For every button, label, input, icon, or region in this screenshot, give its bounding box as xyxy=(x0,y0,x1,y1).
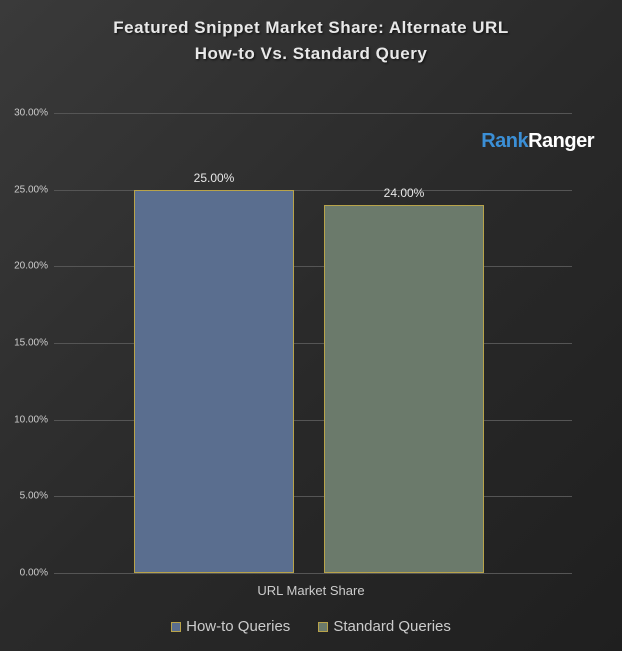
y-tick-label: 30.00% xyxy=(14,108,54,119)
bar-value-label: 24.00% xyxy=(384,186,425,200)
legend-swatch xyxy=(171,622,181,632)
bar-value-label: 25.00% xyxy=(194,171,235,185)
brand-part1: Rank xyxy=(481,130,528,152)
chart-title: Featured Snippet Market Share: Alternate… xyxy=(0,0,622,66)
legend-label: How-to Queries xyxy=(186,618,290,635)
x-axis-label: URL Market Share xyxy=(0,583,622,598)
gridline xyxy=(54,190,572,191)
gridline xyxy=(54,420,572,421)
chart-legend: How-to Queries Standard Queries xyxy=(0,618,622,635)
y-tick-label: 15.00% xyxy=(14,338,54,349)
legend-swatch xyxy=(318,622,328,632)
chart-title-line2: How-to Vs. Standard Query xyxy=(195,44,428,63)
gridline xyxy=(54,113,572,114)
chart-title-line1: Featured Snippet Market Share: Alternate… xyxy=(113,18,508,37)
y-tick-label: 10.00% xyxy=(14,414,54,425)
legend-item: How-to Queries xyxy=(171,618,290,635)
legend-item: Standard Queries xyxy=(318,618,451,635)
brand-logo: RankRanger xyxy=(481,130,594,153)
bar-how-to-queries: 25.00% xyxy=(134,190,294,573)
gridline xyxy=(54,573,572,574)
y-tick-label: 5.00% xyxy=(20,491,54,502)
y-tick-label: 0.00% xyxy=(20,568,54,579)
bar-standard-queries: 24.00% xyxy=(324,205,484,573)
y-tick-label: 25.00% xyxy=(14,184,54,195)
gridline xyxy=(54,343,572,344)
gridline xyxy=(54,496,572,497)
y-tick-label: 20.00% xyxy=(14,261,54,272)
chart-plot-area: 0.00%5.00%10.00%15.00%20.00%25.00%30.00%… xyxy=(54,113,572,573)
brand-part2: Ranger xyxy=(528,130,594,152)
legend-label: Standard Queries xyxy=(333,618,451,635)
gridline xyxy=(54,266,572,267)
